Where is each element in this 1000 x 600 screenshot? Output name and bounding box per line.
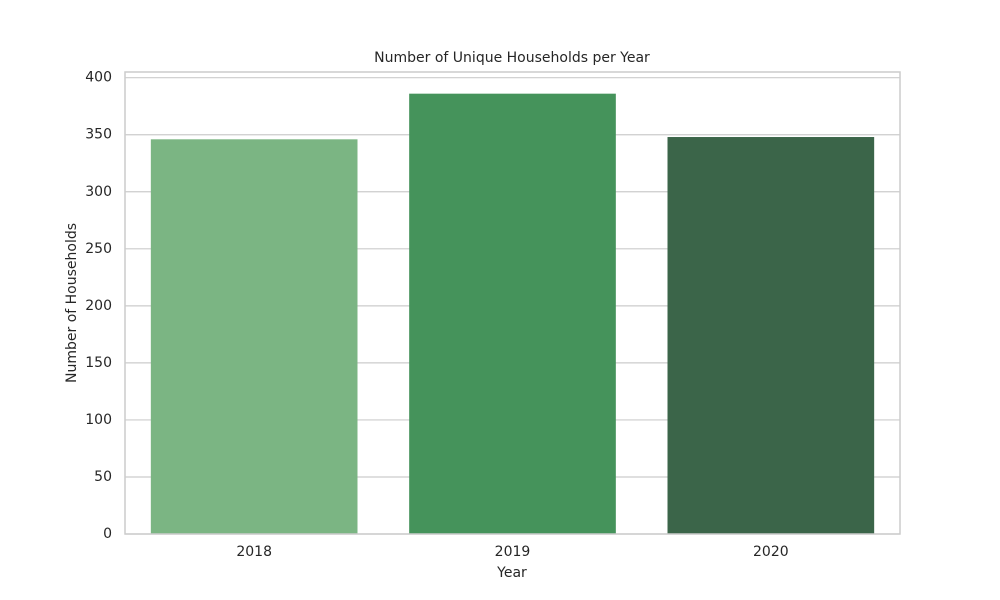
x-axis-label: Year: [496, 565, 527, 581]
axes-frame: [124, 71, 901, 535]
y-tick-label: 50: [94, 469, 112, 485]
y-tick-label: 400: [85, 70, 112, 86]
y-tick-label: 300: [85, 184, 112, 200]
bar: [150, 139, 358, 534]
chart-title: Number of Unique Households per Year: [374, 50, 650, 66]
y-tick-label: 150: [85, 355, 112, 371]
y-tick-label: 100: [85, 412, 112, 428]
bar: [409, 93, 616, 534]
x-tick-label: 2020: [753, 544, 789, 560]
y-tick-label: 250: [85, 241, 112, 257]
bar: [667, 137, 875, 534]
y-tick-label: 0: [103, 526, 112, 542]
y-tick-label: 350: [85, 127, 112, 143]
x-tick-label: 2018: [236, 544, 272, 560]
y-tick-label: 200: [85, 298, 112, 314]
x-tick-label: 2019: [495, 544, 531, 560]
y-axis-label: Number of Households: [64, 223, 80, 383]
